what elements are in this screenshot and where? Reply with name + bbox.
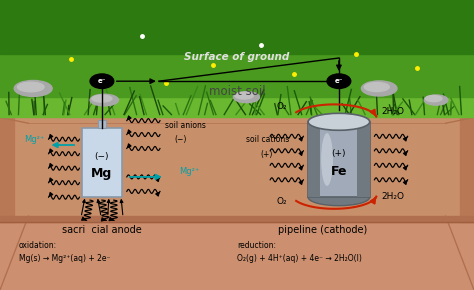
Ellipse shape xyxy=(424,95,448,105)
Bar xyxy=(308,122,370,197)
Text: Mg: Mg xyxy=(91,168,112,180)
Text: e⁻: e⁻ xyxy=(335,78,343,84)
Text: (+): (+) xyxy=(332,149,346,158)
Text: soil cations: soil cations xyxy=(246,135,290,144)
Ellipse shape xyxy=(233,92,260,103)
Bar xyxy=(98,120,106,128)
Ellipse shape xyxy=(14,81,52,96)
Ellipse shape xyxy=(235,93,253,99)
Bar xyxy=(308,122,320,197)
Text: 2H₂O: 2H₂O xyxy=(381,107,404,116)
Ellipse shape xyxy=(92,95,112,102)
Circle shape xyxy=(327,74,351,88)
Text: sacri  cial anode: sacri cial anode xyxy=(62,225,142,235)
Text: oxidation:: oxidation: xyxy=(19,241,57,250)
Bar xyxy=(0,0,474,97)
Bar xyxy=(0,0,474,117)
Ellipse shape xyxy=(308,113,370,130)
Text: Mg²⁺: Mg²⁺ xyxy=(24,135,45,144)
Text: Fe: Fe xyxy=(331,165,347,177)
Bar xyxy=(357,122,370,197)
Ellipse shape xyxy=(308,189,370,206)
Text: O₂: O₂ xyxy=(276,102,287,111)
Bar xyxy=(0,216,474,222)
Text: (−): (−) xyxy=(95,152,109,161)
Text: soil anions: soil anions xyxy=(165,121,206,130)
Text: e⁻: e⁻ xyxy=(98,78,106,84)
Bar xyxy=(0,117,14,222)
Bar xyxy=(82,128,122,197)
Text: Mg²⁺: Mg²⁺ xyxy=(179,167,199,176)
Bar xyxy=(0,222,474,290)
Circle shape xyxy=(90,74,114,88)
Ellipse shape xyxy=(90,94,118,106)
Text: reduction:: reduction: xyxy=(237,241,276,250)
Text: Surface of ground: Surface of ground xyxy=(184,52,290,61)
Text: O₂(g) + 4H⁺(aq) + 4e⁻ → 2H₂O(l): O₂(g) + 4H⁺(aq) + 4e⁻ → 2H₂O(l) xyxy=(237,254,362,263)
Ellipse shape xyxy=(18,82,44,92)
Text: (−): (−) xyxy=(174,135,187,144)
Text: Mg(s) → Mg²⁺(aq) + 2e⁻: Mg(s) → Mg²⁺(aq) + 2e⁻ xyxy=(19,254,110,263)
Bar xyxy=(0,117,474,290)
Ellipse shape xyxy=(365,82,389,92)
Bar xyxy=(460,117,474,222)
Text: pipeline (cathode): pipeline (cathode) xyxy=(278,225,367,235)
Ellipse shape xyxy=(425,96,442,101)
Text: 2H₂O: 2H₂O xyxy=(381,193,404,202)
Bar xyxy=(0,0,474,54)
Text: moist soil: moist soil xyxy=(209,85,265,98)
Ellipse shape xyxy=(321,133,333,186)
Ellipse shape xyxy=(362,81,397,96)
Text: (+): (+) xyxy=(261,150,273,159)
Text: O₂: O₂ xyxy=(276,197,287,206)
